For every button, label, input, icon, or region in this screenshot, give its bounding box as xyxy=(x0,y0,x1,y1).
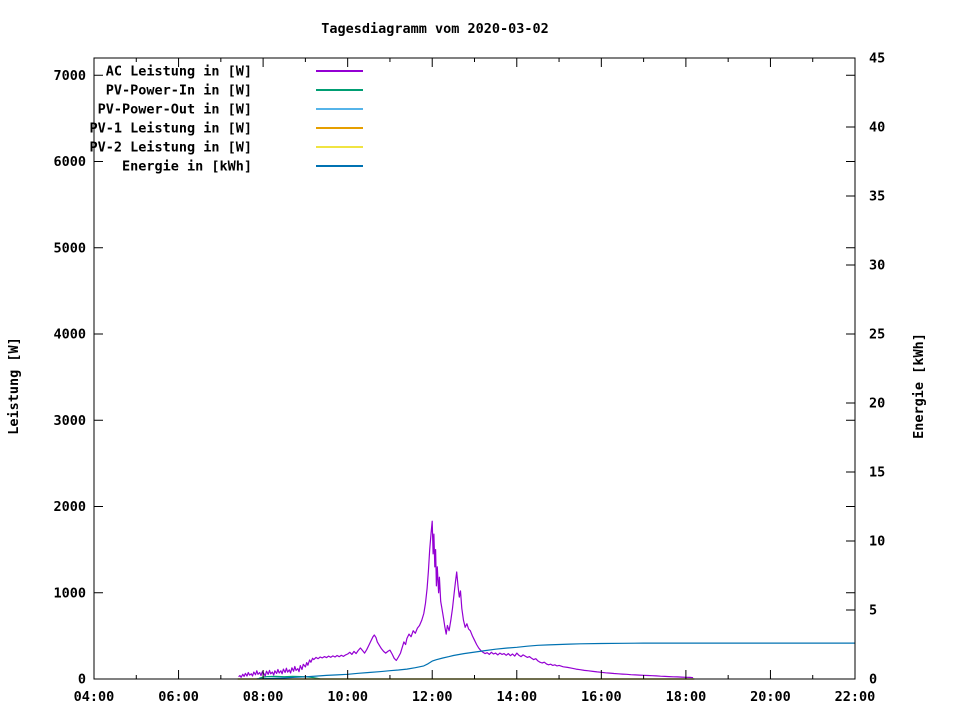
x-tick-label: 06:00 xyxy=(158,689,199,705)
y2-tick-label: 25 xyxy=(869,327,885,343)
series-line-ac-leistung xyxy=(238,520,694,679)
legend-label-pv2-leistung: PV-2 Leistung in [W] xyxy=(89,140,252,156)
y2-tick-label: 45 xyxy=(869,51,885,67)
legend-label-ac-leistung: AC Leistung in [W] xyxy=(106,64,252,80)
x-tick-label: 10:00 xyxy=(327,689,368,705)
series-line-pv-power-in xyxy=(258,675,321,680)
y-tick-label: 5000 xyxy=(53,240,86,256)
y-tick-label: 7000 xyxy=(53,68,86,84)
chart-title: Tagesdiagramm vom 2020-03-02 xyxy=(321,21,549,37)
y2-tick-label: 0 xyxy=(869,672,877,688)
x-tick-label: 16:00 xyxy=(581,689,622,705)
y-tick-label: 2000 xyxy=(53,499,86,515)
series-line-energie xyxy=(256,642,855,680)
x-tick-label: 12:00 xyxy=(412,689,453,705)
y2-tick-label: 35 xyxy=(869,189,885,205)
y2-tick-label: 20 xyxy=(869,396,885,412)
legend-label-pv1-leistung: PV-1 Leistung in [W] xyxy=(89,121,252,137)
legend-label-energie: Energie in [kWh] xyxy=(122,159,252,175)
y-tick-label: 3000 xyxy=(53,413,86,429)
legend-label-pv-power-out: PV-Power-Out in [W] xyxy=(98,102,252,118)
y-tick-label: 6000 xyxy=(53,154,86,170)
y-tick-label: 4000 xyxy=(53,327,86,343)
x-tick-label: 22:00 xyxy=(835,689,876,705)
legend-label-pv-power-in: PV-Power-In in [W] xyxy=(106,83,252,99)
x-tick-label: 08:00 xyxy=(243,689,284,705)
y2-tick-label: 40 xyxy=(869,120,885,136)
y2-tick-label: 10 xyxy=(869,534,885,550)
x-tick-label: 20:00 xyxy=(750,689,791,705)
y2-tick-label: 5 xyxy=(869,603,877,619)
x-tick-label: 18:00 xyxy=(666,689,707,705)
x-tick-label: 14:00 xyxy=(496,689,537,705)
y2-tick-label: 30 xyxy=(869,258,885,274)
y2-tick-label: 15 xyxy=(869,465,885,481)
y-tick-label: 0 xyxy=(78,672,86,688)
y-tick-label: 1000 xyxy=(53,585,86,601)
x-tick-label: 04:00 xyxy=(74,689,115,705)
